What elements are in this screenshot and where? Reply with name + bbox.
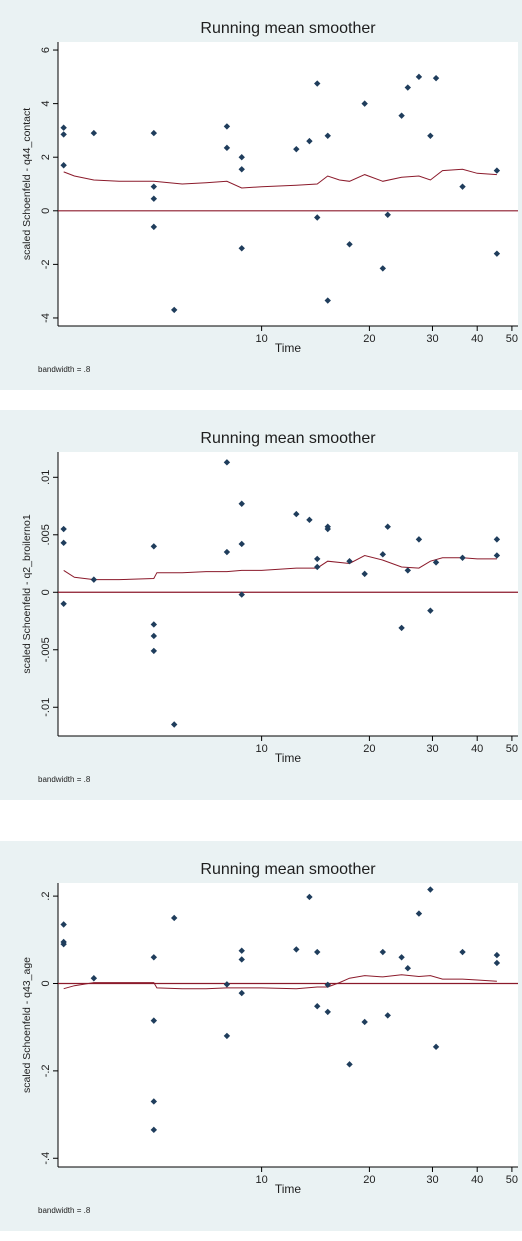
bandwidth-note: bandwidth = .8 <box>38 1206 91 1215</box>
x-tick-label: 30 <box>426 743 438 755</box>
y-tick-label: 6 <box>40 47 52 53</box>
x-tick-label: 10 <box>255 1174 267 1186</box>
y-axis-label: scaled Schoenfeld - q2_broilerno1 <box>21 514 33 674</box>
x-axis-label: Time <box>275 341 302 355</box>
chart-panel-2-body: Running mean smoother scaled Schoenfeld … <box>0 410 522 800</box>
x-tick-label: 40 <box>471 1174 483 1186</box>
bandwidth-note: bandwidth = .8 <box>38 775 91 784</box>
x-axis-label: Time <box>275 751 302 765</box>
plot-area <box>58 883 518 1167</box>
x-tick-label: 10 <box>255 333 267 345</box>
panel-gap <box>0 800 522 841</box>
x-axis-label: Time <box>275 1182 302 1196</box>
y-tick-label: -.4 <box>40 1152 52 1165</box>
x-tick-label: 20 <box>363 333 375 345</box>
panel-gap <box>0 390 522 410</box>
y-tick-label: .005 <box>40 524 52 545</box>
y-tick-label: 0 <box>40 980 52 986</box>
y-tick-label: -4 <box>40 313 52 323</box>
y-axis-label: scaled Schoenfeld - q43_age <box>21 957 33 1093</box>
x-tick-label: 50 <box>506 743 518 755</box>
y-tick-label: -.2 <box>40 1064 52 1077</box>
y-tick-label: 2 <box>40 154 52 160</box>
x-tick-label: 30 <box>426 1174 438 1186</box>
bandwidth-note: bandwidth = .8 <box>38 365 91 374</box>
y-tick-label: -2 <box>40 259 52 269</box>
x-tick-label: 30 <box>426 333 438 345</box>
y-tick-label: -.005 <box>40 637 52 662</box>
y-tick-label: 0 <box>40 589 52 595</box>
chart-title: Running mean smoother <box>200 20 376 37</box>
chart-panel-2 <box>0 390 522 410</box>
x-tick-label: 20 <box>363 743 375 755</box>
plot-area <box>58 452 518 736</box>
y-tick-label: 4 <box>40 101 52 107</box>
y-tick-label: .2 <box>40 892 52 901</box>
y-tick-label: -.01 <box>40 698 52 717</box>
y-axis-label: scaled Schoenfeld - q44_contact <box>21 108 33 260</box>
x-tick-label: 40 <box>471 333 483 345</box>
y-tick-label: 0 <box>40 208 52 214</box>
chart-panel-1: Running mean smoother scaled Schoenfeld … <box>0 0 522 390</box>
x-tick-label: 20 <box>363 1174 375 1186</box>
y-tick-label: .01 <box>40 470 52 485</box>
x-tick-label: 50 <box>506 1174 518 1186</box>
chart-title: Running mean smoother <box>200 430 376 447</box>
x-tick-label: 50 <box>506 333 518 345</box>
x-tick-label: 40 <box>471 743 483 755</box>
chart-title: Running mean smoother <box>200 861 376 878</box>
plot-area <box>58 42 518 326</box>
chart-panel-3-gap <box>0 800 522 841</box>
x-tick-label: 10 <box>255 743 267 755</box>
chart-panel-3: Running mean smoother scaled Schoenfeld … <box>0 841 522 1231</box>
